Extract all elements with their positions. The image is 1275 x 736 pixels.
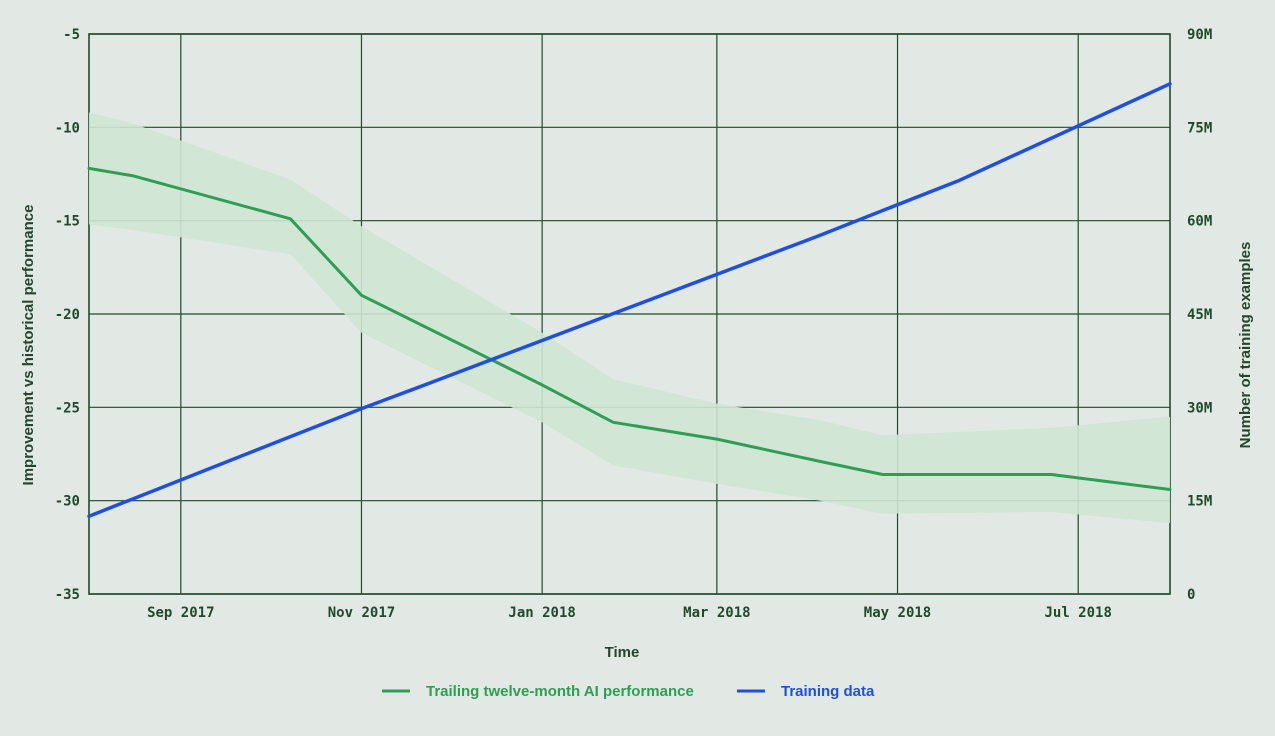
- ai-performance-line: [87, 166, 1172, 491]
- y-left-tick-label: -15: [55, 214, 80, 230]
- y-right-tick-label: 45M: [1187, 307, 1212, 323]
- x-tick-label: Mar 2018: [683, 605, 750, 621]
- y-right-tick-label: 30M: [1187, 400, 1212, 416]
- training-data-line: [87, 82, 1172, 518]
- x-tick-label: May 2018: [864, 605, 931, 621]
- y-left-tick-label: -30: [55, 494, 80, 510]
- y-right-tick-label: 0: [1187, 587, 1195, 603]
- y-left-tick-label: -25: [55, 400, 80, 416]
- y-left-tick-label: -10: [55, 120, 80, 136]
- lines-layer: [87, 82, 1172, 518]
- y-right-tick-label: 15M: [1187, 494, 1212, 510]
- x-tick-label: Jul 2018: [1044, 605, 1111, 621]
- legend-label-training-data: Training data: [781, 683, 875, 700]
- plot-frame: [88, 33, 1171, 595]
- legend-label-ai-performance: Trailing twelve-month AI performance: [426, 683, 694, 700]
- x-tick-label: Sep 2017: [147, 605, 214, 621]
- x-tick-label: Jan 2018: [508, 605, 575, 621]
- ticks-layer: -5 -10 -15 -20 -25 -30 -35 90M 75M 60M 45M 30M 15M 0 S…: [55, 27, 1213, 621]
- right-axis-title: Number of training examples: [1237, 242, 1254, 449]
- ai-performance-confidence-band: [89, 112, 1170, 524]
- x-axis-title: Time: [605, 644, 640, 661]
- y-right-tick-label: 75M: [1187, 120, 1212, 136]
- y-right-tick-label: 60M: [1187, 214, 1212, 230]
- legend: Trailing twelve-month AI performance Tra…: [382, 683, 875, 700]
- x-tick-label: Nov 2017: [328, 605, 395, 621]
- y-left-tick-label: -35: [55, 587, 80, 603]
- band-layer: [89, 112, 1170, 524]
- y-right-tick-label: 90M: [1187, 27, 1212, 43]
- left-axis-title: Improvement vs historical performance: [20, 205, 37, 486]
- y-left-tick-label: -5: [63, 27, 80, 43]
- y-left-tick-label: -20: [55, 307, 80, 323]
